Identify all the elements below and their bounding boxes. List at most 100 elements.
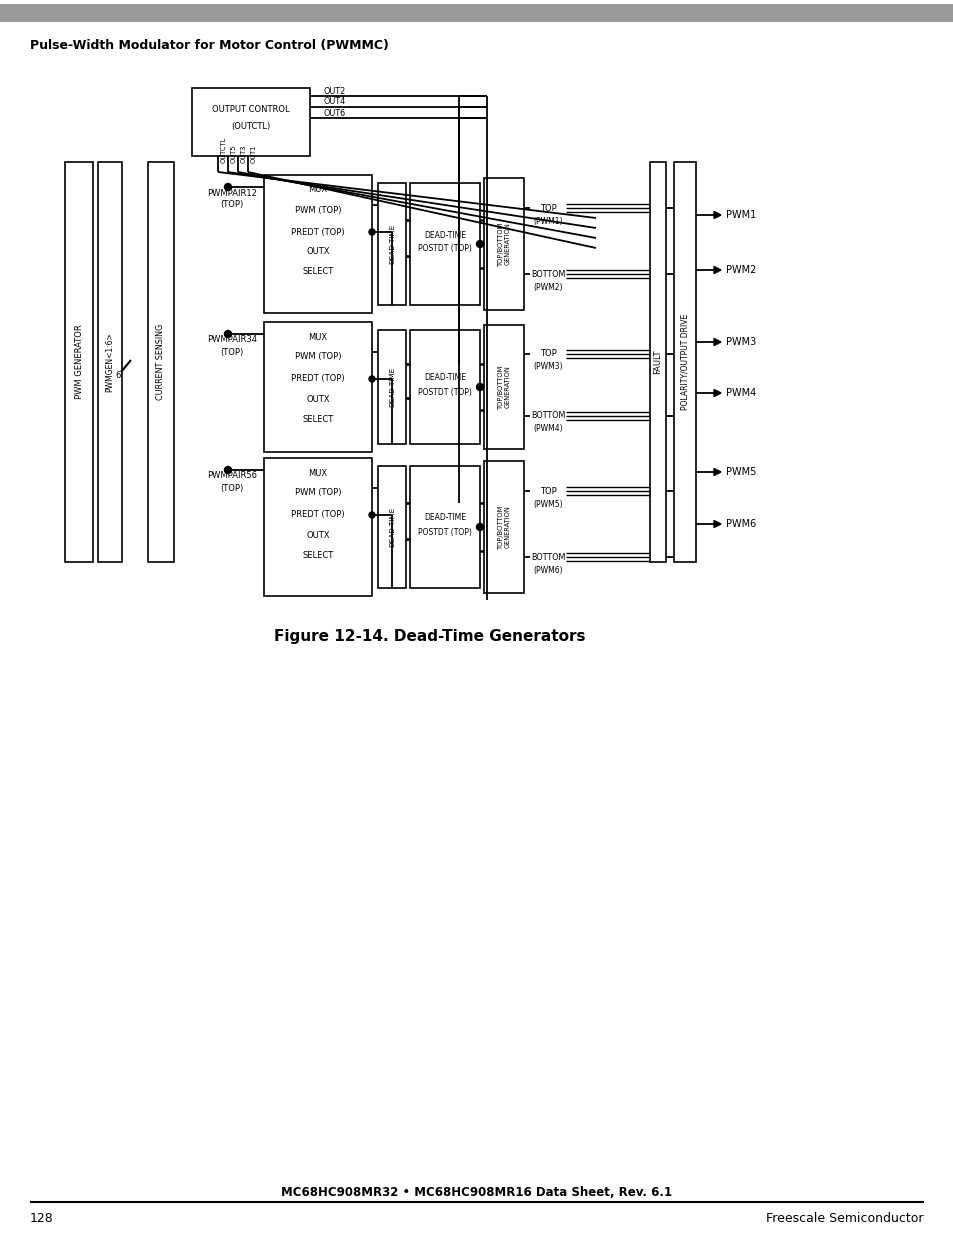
Bar [65, 162, 92, 562]
Text: Figure 12-14. Dead-Time Generators: Figure 12-14. Dead-Time Generators [274, 630, 585, 645]
Text: SELECT: SELECT [302, 415, 334, 424]
Text: DEAD-TIME: DEAD-TIME [389, 224, 395, 264]
Text: OUT5: OUT5 [231, 144, 236, 163]
Circle shape [476, 241, 483, 247]
Text: POSTDT (TOP): POSTDT (TOP) [417, 527, 472, 536]
Text: 6: 6 [115, 372, 121, 380]
Text: DEAD-TIME: DEAD-TIME [423, 373, 465, 383]
Text: OUTX: OUTX [306, 394, 330, 404]
Text: TOP/BOTTOM
GENERATION: TOP/BOTTOM GENERATION [497, 364, 510, 409]
Text: PWMPAIR56: PWMPAIR56 [207, 472, 256, 480]
Text: CURRENT SENSING: CURRENT SENSING [156, 324, 165, 400]
Text: (TOP): (TOP) [220, 200, 243, 210]
Circle shape [369, 375, 375, 382]
Text: (TOP): (TOP) [220, 347, 243, 357]
Text: BOTTOM: BOTTOM [530, 411, 564, 420]
Polygon shape [713, 468, 720, 475]
Text: MUX: MUX [308, 185, 327, 194]
Polygon shape [713, 267, 720, 273]
Text: PWM3: PWM3 [725, 337, 756, 347]
Text: PWM6: PWM6 [725, 519, 756, 529]
Text: (PWM3): (PWM3) [533, 362, 562, 370]
Text: POSTDT (TOP): POSTDT (TOP) [417, 388, 472, 396]
Polygon shape [713, 389, 720, 396]
Bar [649, 162, 665, 562]
Bar [192, 88, 310, 156]
Text: PREDT (TOP): PREDT (TOP) [291, 510, 344, 520]
Text: (PWM1): (PWM1) [533, 217, 562, 226]
Text: PREDT (TOP): PREDT (TOP) [291, 374, 344, 384]
Text: TOP: TOP [539, 350, 556, 358]
Text: OUT4: OUT4 [324, 98, 346, 106]
Text: OUTPUT CONTROL: OUTPUT CONTROL [212, 105, 290, 115]
Text: DEAD-TIME: DEAD-TIME [389, 506, 395, 547]
Circle shape [224, 184, 232, 190]
Text: OUTCTL: OUTCTL [221, 137, 227, 163]
Text: PWM1: PWM1 [725, 210, 756, 220]
Text: (PWM4): (PWM4) [533, 424, 562, 433]
Circle shape [369, 228, 375, 235]
Text: (OUTCTL): (OUTCTL) [232, 121, 271, 131]
Text: OUTX: OUTX [306, 247, 330, 257]
Text: FAULT: FAULT [653, 350, 661, 374]
Text: PWM (TOP): PWM (TOP) [294, 489, 341, 498]
Text: MUX: MUX [308, 332, 327, 342]
Bar [377, 466, 406, 588]
Text: POLARITY/OUTPUT DRIVE: POLARITY/OUTPUT DRIVE [679, 314, 689, 410]
Text: PWM5: PWM5 [725, 467, 756, 477]
Bar [410, 183, 479, 305]
Text: SELECT: SELECT [302, 268, 334, 277]
Text: (TOP): (TOP) [220, 483, 243, 493]
Text: OUT6: OUT6 [324, 109, 346, 117]
Text: OUT1: OUT1 [251, 144, 256, 163]
Bar [377, 183, 406, 305]
Bar [483, 461, 523, 593]
Text: DEAD-TIME: DEAD-TIME [389, 367, 395, 408]
Text: MUX: MUX [308, 468, 327, 478]
Text: SELECT: SELECT [302, 551, 334, 559]
Text: BOTTOM: BOTTOM [530, 270, 564, 279]
Text: MC68HC908MR32 • MC68HC908MR16 Data Sheet, Rev. 6.1: MC68HC908MR32 • MC68HC908MR16 Data Sheet… [281, 1186, 672, 1198]
Text: TOP: TOP [539, 487, 556, 496]
Text: POSTDT (TOP): POSTDT (TOP) [417, 245, 472, 253]
Text: PWMGEN<1:6>: PWMGEN<1:6> [106, 332, 114, 391]
Bar [98, 162, 122, 562]
Text: Freescale Semiconductor: Freescale Semiconductor [765, 1212, 923, 1224]
Bar [483, 325, 523, 450]
Circle shape [476, 384, 483, 390]
Bar [483, 178, 523, 310]
Circle shape [224, 331, 232, 337]
Text: PWM GENERATOR: PWM GENERATOR [74, 325, 84, 399]
Circle shape [476, 524, 483, 531]
Text: DEAD-TIME: DEAD-TIME [423, 514, 465, 522]
Text: BOTTOM: BOTTOM [530, 553, 564, 562]
Circle shape [369, 513, 375, 517]
Bar [148, 162, 173, 562]
Bar [0, 4, 953, 22]
Polygon shape [713, 211, 720, 219]
Bar [673, 162, 696, 562]
Text: (PWM6): (PWM6) [533, 566, 562, 574]
Bar [410, 466, 479, 588]
Text: PWM (TOP): PWM (TOP) [294, 205, 341, 215]
Polygon shape [713, 338, 720, 346]
Text: TOP: TOP [539, 204, 556, 212]
Polygon shape [713, 520, 720, 527]
Text: PWMPAIR12: PWMPAIR12 [207, 189, 256, 198]
Text: PWM2: PWM2 [725, 266, 756, 275]
Text: PWM (TOP): PWM (TOP) [294, 352, 341, 362]
Text: TOP/BOTTOM
GENERATION: TOP/BOTTOM GENERATION [497, 222, 510, 266]
Text: Pulse-Width Modulator for Motor Control (PWMMC): Pulse-Width Modulator for Motor Control … [30, 40, 389, 53]
Text: TOP/BOTTOM
GENERATION: TOP/BOTTOM GENERATION [497, 505, 510, 550]
Bar [410, 330, 479, 445]
Text: (PWM5): (PWM5) [533, 500, 562, 509]
Text: DEAD-TIME: DEAD-TIME [423, 231, 465, 240]
Text: OUTX: OUTX [306, 531, 330, 540]
Bar [264, 458, 372, 597]
Text: (PWM2): (PWM2) [533, 283, 562, 291]
Bar [377, 330, 406, 445]
Bar [264, 175, 372, 312]
Text: 128: 128 [30, 1212, 53, 1224]
Text: PWM4: PWM4 [725, 388, 756, 398]
Circle shape [224, 467, 232, 473]
